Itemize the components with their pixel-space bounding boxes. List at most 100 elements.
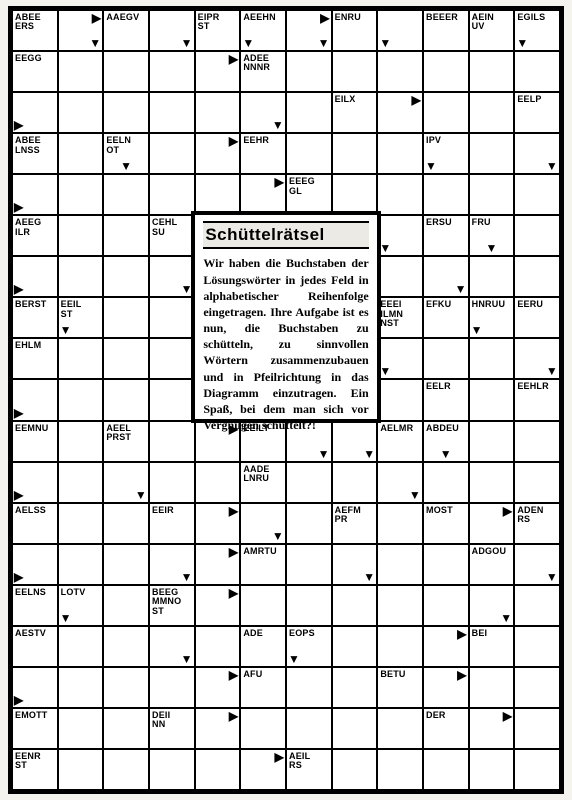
cell-16-2 (58, 626, 104, 667)
cell-13-10: MOST (423, 503, 469, 544)
arrow-right-icon: ▶ (229, 669, 238, 681)
cell-text: EHLM (15, 341, 55, 350)
cell-2-7 (286, 51, 332, 92)
cell-12-5 (195, 462, 241, 503)
cell-16-11: BEI (469, 626, 515, 667)
cell-3-10 (423, 92, 469, 133)
cell-19-2 (58, 749, 104, 790)
arrow-right-icon: ▶ (457, 628, 466, 640)
cell-15-9 (377, 585, 423, 626)
arrow-right-icon: ▶ (229, 135, 238, 147)
arrow-down-icon: ▼ (318, 448, 330, 460)
cell-16-9 (377, 626, 423, 667)
arrow-down-icon: ▼ (181, 37, 193, 49)
cell-18-11: ▶ (469, 708, 515, 749)
cell-19-8 (332, 749, 378, 790)
cell-12-10 (423, 462, 469, 503)
cell-17-8 (332, 667, 378, 708)
arrow-down-icon: ▼ (120, 160, 132, 172)
cell-5-8 (332, 174, 378, 215)
cell-19-3 (103, 749, 149, 790)
cell-7-12 (514, 256, 560, 297)
cell-text: EEHLR (517, 382, 557, 391)
cell-6-9: ▼ (377, 215, 423, 256)
arrow-right-icon: ▶ (14, 694, 23, 706)
cell-4-11 (469, 133, 515, 174)
cell-6-4: CEHLSU (149, 215, 195, 256)
cell-3-6: ▼ (240, 92, 286, 133)
cell-17-10: ▶ (423, 667, 469, 708)
cell-10-10: EELR (423, 379, 469, 420)
cell-12-8 (332, 462, 378, 503)
cell-16-1: AESTV (12, 626, 58, 667)
cell-10-1: ▶ (12, 379, 58, 420)
cell-13-7 (286, 503, 332, 544)
cell-text: AMRTU (243, 547, 283, 556)
cell-15-8 (332, 585, 378, 626)
arrow-right-icon: ▶ (503, 710, 512, 722)
cell-9-12: ▼ (514, 338, 560, 379)
cell-4-9 (377, 133, 423, 174)
cell-8-3 (103, 297, 149, 338)
cell-text: AEINUV (472, 13, 512, 32)
cell-text: ADEENNNR (243, 54, 283, 73)
cell-2-12 (514, 51, 560, 92)
arrow-down-icon: ▼ (546, 160, 558, 172)
cell-3-11 (469, 92, 515, 133)
cell-1-3: AAEGV (103, 10, 149, 51)
cell-8-4 (149, 297, 195, 338)
cell-14-11: ADGOU (469, 544, 515, 585)
cell-13-8: AEFMPR (332, 503, 378, 544)
cell-7-2 (58, 256, 104, 297)
cell-text: EGILS (517, 13, 557, 22)
cell-text: LOTV (61, 588, 101, 597)
cell-19-10 (423, 749, 469, 790)
arrow-right-icon: ▶ (92, 12, 101, 24)
cell-6-1: AEEGILR (12, 215, 58, 256)
cell-text: EOPS (289, 629, 329, 638)
cell-text: EERU (517, 300, 557, 309)
arrow-down-icon: ▼ (379, 242, 391, 254)
cell-7-11 (469, 256, 515, 297)
cell-2-8 (332, 51, 378, 92)
arrow-down-icon: ▼ (409, 489, 421, 501)
cell-10-11 (469, 379, 515, 420)
arrow-down-icon: ▼ (135, 489, 147, 501)
arrow-right-icon: ▶ (503, 505, 512, 517)
cell-4-12: ▼ (514, 133, 560, 174)
cell-18-1: EMOTT (12, 708, 58, 749)
cell-text: EEIR (152, 506, 192, 515)
cell-12-6: AADELNRU (240, 462, 286, 503)
cell-3-3 (103, 92, 149, 133)
arrow-down-icon: ▼ (60, 324, 72, 336)
cell-3-1: ▶ (12, 92, 58, 133)
cell-text: ADGOU (472, 547, 512, 556)
cell-text: ENRU (335, 13, 375, 22)
cell-10-2 (58, 379, 104, 420)
cell-15-3 (103, 585, 149, 626)
cell-14-9 (377, 544, 423, 585)
cell-1-12: EGILS▼ (514, 10, 560, 51)
cell-11-4 (149, 421, 195, 462)
cell-text: ABDEU (426, 424, 466, 433)
cell-5-5 (195, 174, 241, 215)
cell-14-8: ▼ (332, 544, 378, 585)
cell-text: AEFMPR (335, 506, 375, 525)
cell-13-6: ▼ (240, 503, 286, 544)
cell-5-4 (149, 174, 195, 215)
cell-14-3 (103, 544, 149, 585)
cell-text: AEELPRST (106, 424, 146, 443)
cell-14-7 (286, 544, 332, 585)
arrow-down-icon: ▼ (363, 571, 375, 583)
cell-text: AEEHN (243, 13, 283, 22)
cell-1-7: ▶▼ (286, 10, 332, 51)
arrow-down-icon: ▼ (363, 448, 375, 460)
cell-5-2 (58, 174, 104, 215)
cell-text: AELSS (15, 506, 55, 515)
cell-16-12 (514, 626, 560, 667)
cell-18-12 (514, 708, 560, 749)
cell-18-7 (286, 708, 332, 749)
cell-15-2: LOTV▼ (58, 585, 104, 626)
cell-14-6: AMRTU (240, 544, 286, 585)
cell-13-12: ADENRS (514, 503, 560, 544)
